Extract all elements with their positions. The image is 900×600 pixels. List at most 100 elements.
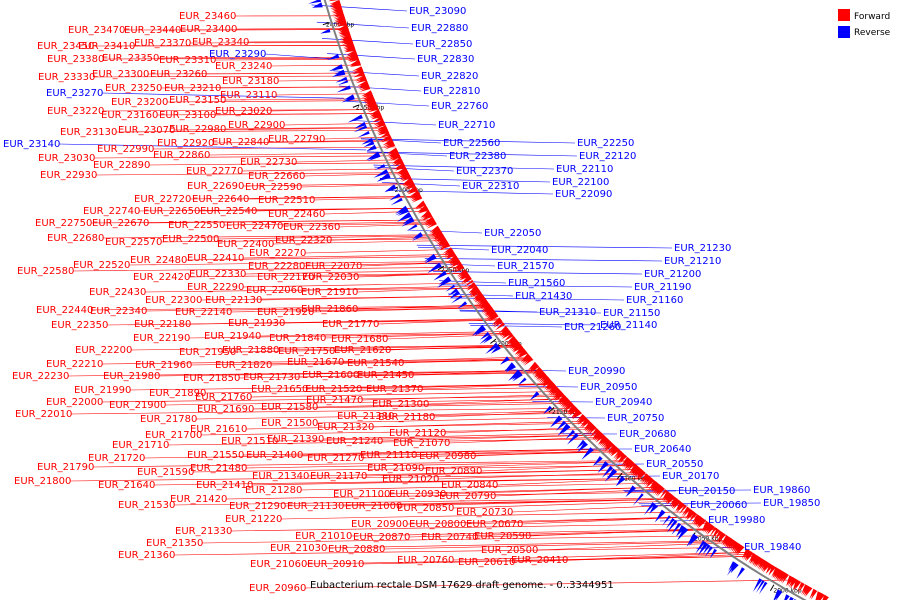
- gene-label-forward: EUR_22190: [133, 333, 190, 344]
- reverse-feature: [491, 345, 501, 354]
- reverse-connector: [338, 85, 422, 92]
- gene-label-reverse: EUR_21570: [497, 261, 554, 272]
- gene-label-forward: EUR_22930: [40, 170, 97, 181]
- reverse-feature: [357, 131, 370, 138]
- forward-connector: [93, 155, 401, 159]
- forward-feature: [502, 330, 512, 339]
- gene-label-forward: EUR_22200: [75, 345, 132, 356]
- forward-connector: [102, 109, 379, 112]
- forward-connector: [244, 269, 466, 275]
- forward-feature: [415, 202, 426, 210]
- forward-connector: [444, 486, 663, 495]
- forward-feature: [372, 115, 384, 123]
- forward-connector: [115, 129, 388, 133]
- gene-label-forward: EUR_22670: [92, 218, 149, 229]
- forward-feature: [403, 178, 414, 187]
- gene-label-reverse: EUR_20950: [580, 382, 637, 393]
- reverse-feature: [457, 301, 468, 309]
- forward-connector: [185, 256, 457, 261]
- forward-feature: [353, 71, 365, 78]
- forward-feature: [449, 258, 461, 266]
- reverse-feature: [485, 342, 499, 354]
- forward-feature: [382, 138, 394, 146]
- forward-connector: [72, 267, 464, 272]
- forward-feature: [672, 499, 682, 510]
- gene-label-forward: EUR_21130: [287, 501, 344, 512]
- reverse-feature: [597, 461, 609, 473]
- forward-feature: [448, 256, 459, 264]
- forward-feature: [373, 119, 385, 126]
- forward-feature: [436, 237, 447, 245]
- forward-connector: [412, 369, 542, 376]
- forward-feature: [555, 392, 565, 401]
- gene-label-forward: EUR_22590: [245, 182, 302, 193]
- gene-label-forward: EUR_23460: [179, 11, 236, 22]
- kbp-tick-mark: [322, 22, 330, 26]
- forward-feature: [391, 156, 403, 164]
- forward-feature: [636, 469, 646, 480]
- forward-feature: [376, 126, 388, 133]
- forward-feature: [521, 354, 532, 364]
- forward-feature: [643, 476, 652, 486]
- forward-feature: [364, 97, 376, 104]
- forward-connector: [270, 359, 534, 366]
- forward-feature: [356, 77, 367, 84]
- forward-feature: [443, 249, 454, 257]
- reverse-feature: [449, 290, 461, 299]
- gene-label-forward: EUR_21860: [301, 304, 358, 315]
- reverse-feature: [336, 85, 351, 93]
- reverse-feature: [689, 534, 699, 546]
- gene-label-reverse: EUR_22050: [484, 228, 541, 239]
- forward-feature: [362, 93, 374, 100]
- forward-connector: [160, 238, 446, 243]
- gene-label-forward: EUR_22270: [249, 248, 306, 259]
- gene-label-forward: EUR_21060: [250, 559, 307, 570]
- forward-feature: [381, 136, 393, 143]
- forward-feature: [714, 530, 723, 541]
- forward-feature: [823, 595, 829, 600]
- forward-feature: [580, 417, 590, 428]
- gene-label-forward: EUR_23130: [60, 127, 117, 138]
- forward-feature: [470, 287, 481, 296]
- gene-label-forward: EUR_22890: [93, 160, 150, 171]
- reverse-feature: [543, 405, 553, 415]
- forward-connector: [144, 287, 478, 293]
- gene-label-reverse: EUR_23270: [46, 88, 103, 99]
- forward-feature: [329, 0, 341, 5]
- gene-label-reverse: EUR_20750: [607, 413, 664, 424]
- forward-feature: [577, 415, 588, 425]
- forward-feature: [346, 51, 358, 57]
- gene-label-forward: EUR_21350: [146, 538, 203, 549]
- gene-label-forward: EUR_21890: [149, 388, 206, 399]
- gene-label-forward: EUR_22440: [36, 305, 93, 316]
- reverse-feature: [373, 169, 389, 178]
- forward-feature: [627, 461, 636, 472]
- reverse-feature: [354, 121, 366, 129]
- gene-label-reverse: EUR_20060: [690, 500, 747, 511]
- forward-connector: [101, 358, 533, 365]
- gene-label-forward: EUR_22860: [153, 150, 210, 161]
- forward-feature: [584, 422, 594, 432]
- reverse-feature: [397, 208, 409, 216]
- forward-feature: [347, 54, 359, 60]
- reverse-feature: [654, 509, 666, 523]
- forward-feature: [337, 26, 349, 32]
- forward-feature: [343, 42, 355, 48]
- forward-feature: [550, 387, 560, 397]
- forward-connector: [480, 464, 636, 472]
- kbp-tick-mark: [769, 584, 775, 591]
- gene-label-reverse: EUR_22850: [415, 39, 472, 50]
- forward-connector: [392, 409, 579, 417]
- reverse-connector: [344, 100, 430, 107]
- gene-label-forward: EUR_22730: [240, 157, 297, 168]
- reverse-feature: [335, 76, 348, 83]
- gene-label-forward: EUR_20870: [353, 532, 410, 543]
- forward-connector: [247, 196, 422, 200]
- reverse-feature: [341, 95, 355, 103]
- gene-label-forward: EUR_21880: [222, 345, 279, 356]
- forward-connector: [464, 516, 701, 525]
- gene-label-forward: EUR_22650: [143, 206, 200, 217]
- forward-connector: [316, 401, 571, 408]
- forward-feature: [404, 182, 415, 189]
- gene-label-forward: EUR_21850: [183, 373, 240, 384]
